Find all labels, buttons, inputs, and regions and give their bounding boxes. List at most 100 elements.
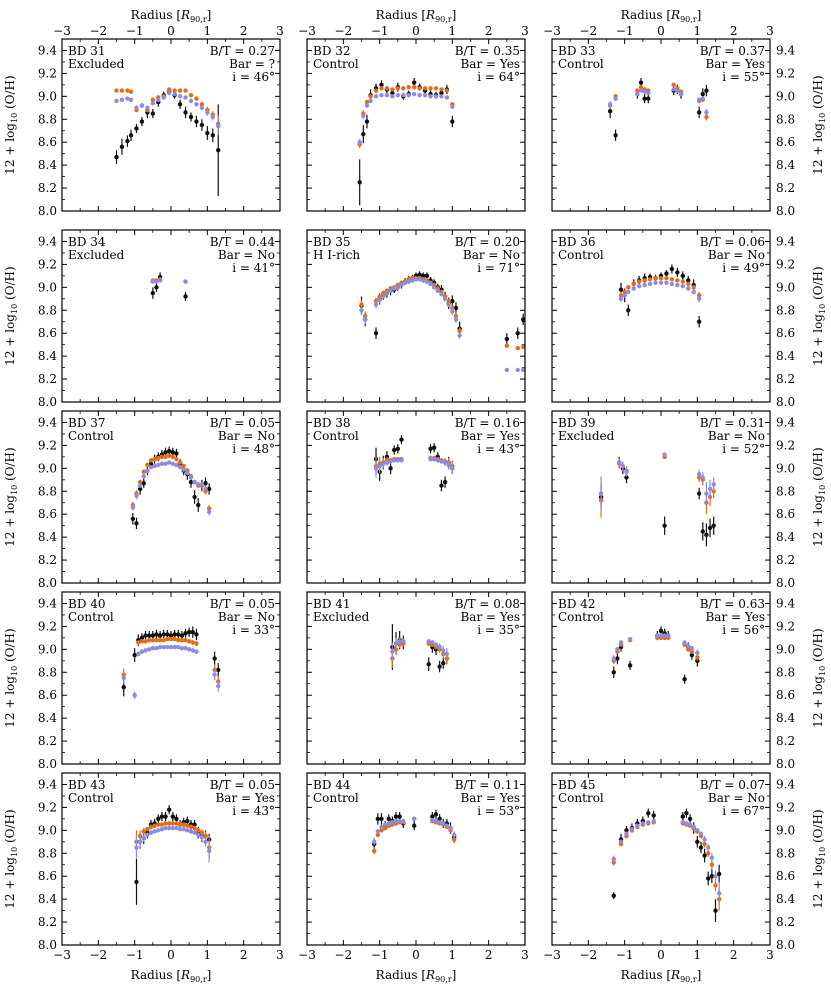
point-purple [179,645,185,651]
y-axis-label-right: 12 + log10 (O/H) [811,628,827,727]
bar-status: Bar = Yes [460,429,520,443]
point-purple [136,651,141,657]
point-purple [145,468,150,473]
y-tick-label: 9.2 [38,438,57,452]
inclination: i = 64° [477,70,520,84]
point-orange [417,86,422,91]
point-orange [658,275,664,281]
x-tick-label: 1 [694,948,702,962]
point-purple [154,645,159,651]
point-purple [199,482,205,487]
point-black [611,893,616,898]
y-axis-label-right: 12 + log10 (O/H) [811,266,827,365]
panel-title: BD 34 [68,235,106,249]
point-purple [713,874,718,879]
panel-class: Control [558,57,604,71]
point-purple [157,644,163,650]
point-black [174,451,179,456]
point-purple [372,839,377,844]
point-black [417,272,422,277]
panel-bd-33: 8.0 8.2 8.4 8.6 8.8 9.0 9.2 9.4 −3 −2 −1 0 1 2 3 BD 33C… [543,24,795,218]
x-tick-label: 0 [167,948,175,962]
point-purple [707,486,713,492]
x-tick-label: −2 [579,948,597,962]
point-purple [451,832,457,838]
point-black [128,133,134,138]
y-tick-label: 9.4 [38,777,57,791]
point-purple [139,649,145,654]
x-tick-label: 0 [412,948,420,962]
y-tick-label: 8.6 [776,869,795,883]
y-tick-label: 9.4 [38,596,57,610]
point-orange [433,86,439,91]
point-purple [185,470,190,476]
panel-title: BD 31 [68,44,106,58]
panel-class: Control [68,429,114,443]
point-black [709,874,715,879]
point-purple [168,644,174,650]
bar-status: Bar = No [708,429,765,443]
y-axis-label-right: 12 + log10 (O/H) [811,75,827,174]
point-purple [206,509,212,515]
inclination: i = 46° [232,70,275,84]
point-purple [618,839,624,844]
bt-ratio: B/T = 0.63 [700,597,765,611]
point-black [651,813,656,818]
x-tick-label-top: 3 [766,24,774,38]
y-tick-label: 9.2 [776,619,795,633]
point-orange [428,86,433,91]
point-purple [166,90,172,96]
y-tick-label: 8.6 [38,869,57,883]
point-orange [709,862,715,867]
point-purple [428,94,433,99]
point-purple [671,87,676,92]
x-tick-label: −1 [126,948,144,962]
point-black [424,273,430,279]
x-tick-label-top: −1 [371,24,389,38]
point-purple [428,281,433,287]
point-black [203,481,208,486]
point-purple [457,333,462,338]
point-purple [439,459,444,464]
point-black [150,633,156,638]
point-black [192,822,197,827]
point-purple [188,475,194,480]
point-purple [439,292,444,297]
point-purple [152,463,157,469]
point-black [707,525,713,531]
point-purple [401,92,406,98]
point-purple [653,280,658,285]
point-purple [177,826,183,832]
point-purple [638,88,644,93]
point-black [172,632,177,637]
point-black [696,491,702,496]
point-orange [368,94,373,99]
svg-text:12 + log10 (O/H): 12 + log10 (O/H) [3,447,19,546]
y-tick-label: 8.4 [38,711,57,725]
point-purple [611,856,616,862]
bar-status: Bar = Yes [705,57,765,71]
point-orange [163,821,168,826]
point-orange [166,453,172,458]
bt-ratio: B/T = 0.07 [700,778,765,792]
point-orange [686,281,691,287]
point-purple [664,280,669,285]
point-orange [196,828,201,833]
point-orange [186,639,192,644]
y-tick-label: 8.2 [776,553,795,567]
point-purple [373,302,379,307]
point-purple [439,94,444,99]
svg-text:12 + log10 (O/H): 12 + log10 (O/H) [3,266,19,365]
inclination: i = 71° [477,261,520,275]
point-purple [624,469,629,474]
point-purple [177,94,183,99]
panel-title: BD 41 [313,597,351,611]
panel-class: Control [68,791,114,805]
point-purple [642,89,647,94]
x-axis-label-bottom: Radius [R90,r] [131,968,212,984]
point-purple [172,644,177,650]
point-purple [453,317,459,322]
point-purple [159,461,165,466]
